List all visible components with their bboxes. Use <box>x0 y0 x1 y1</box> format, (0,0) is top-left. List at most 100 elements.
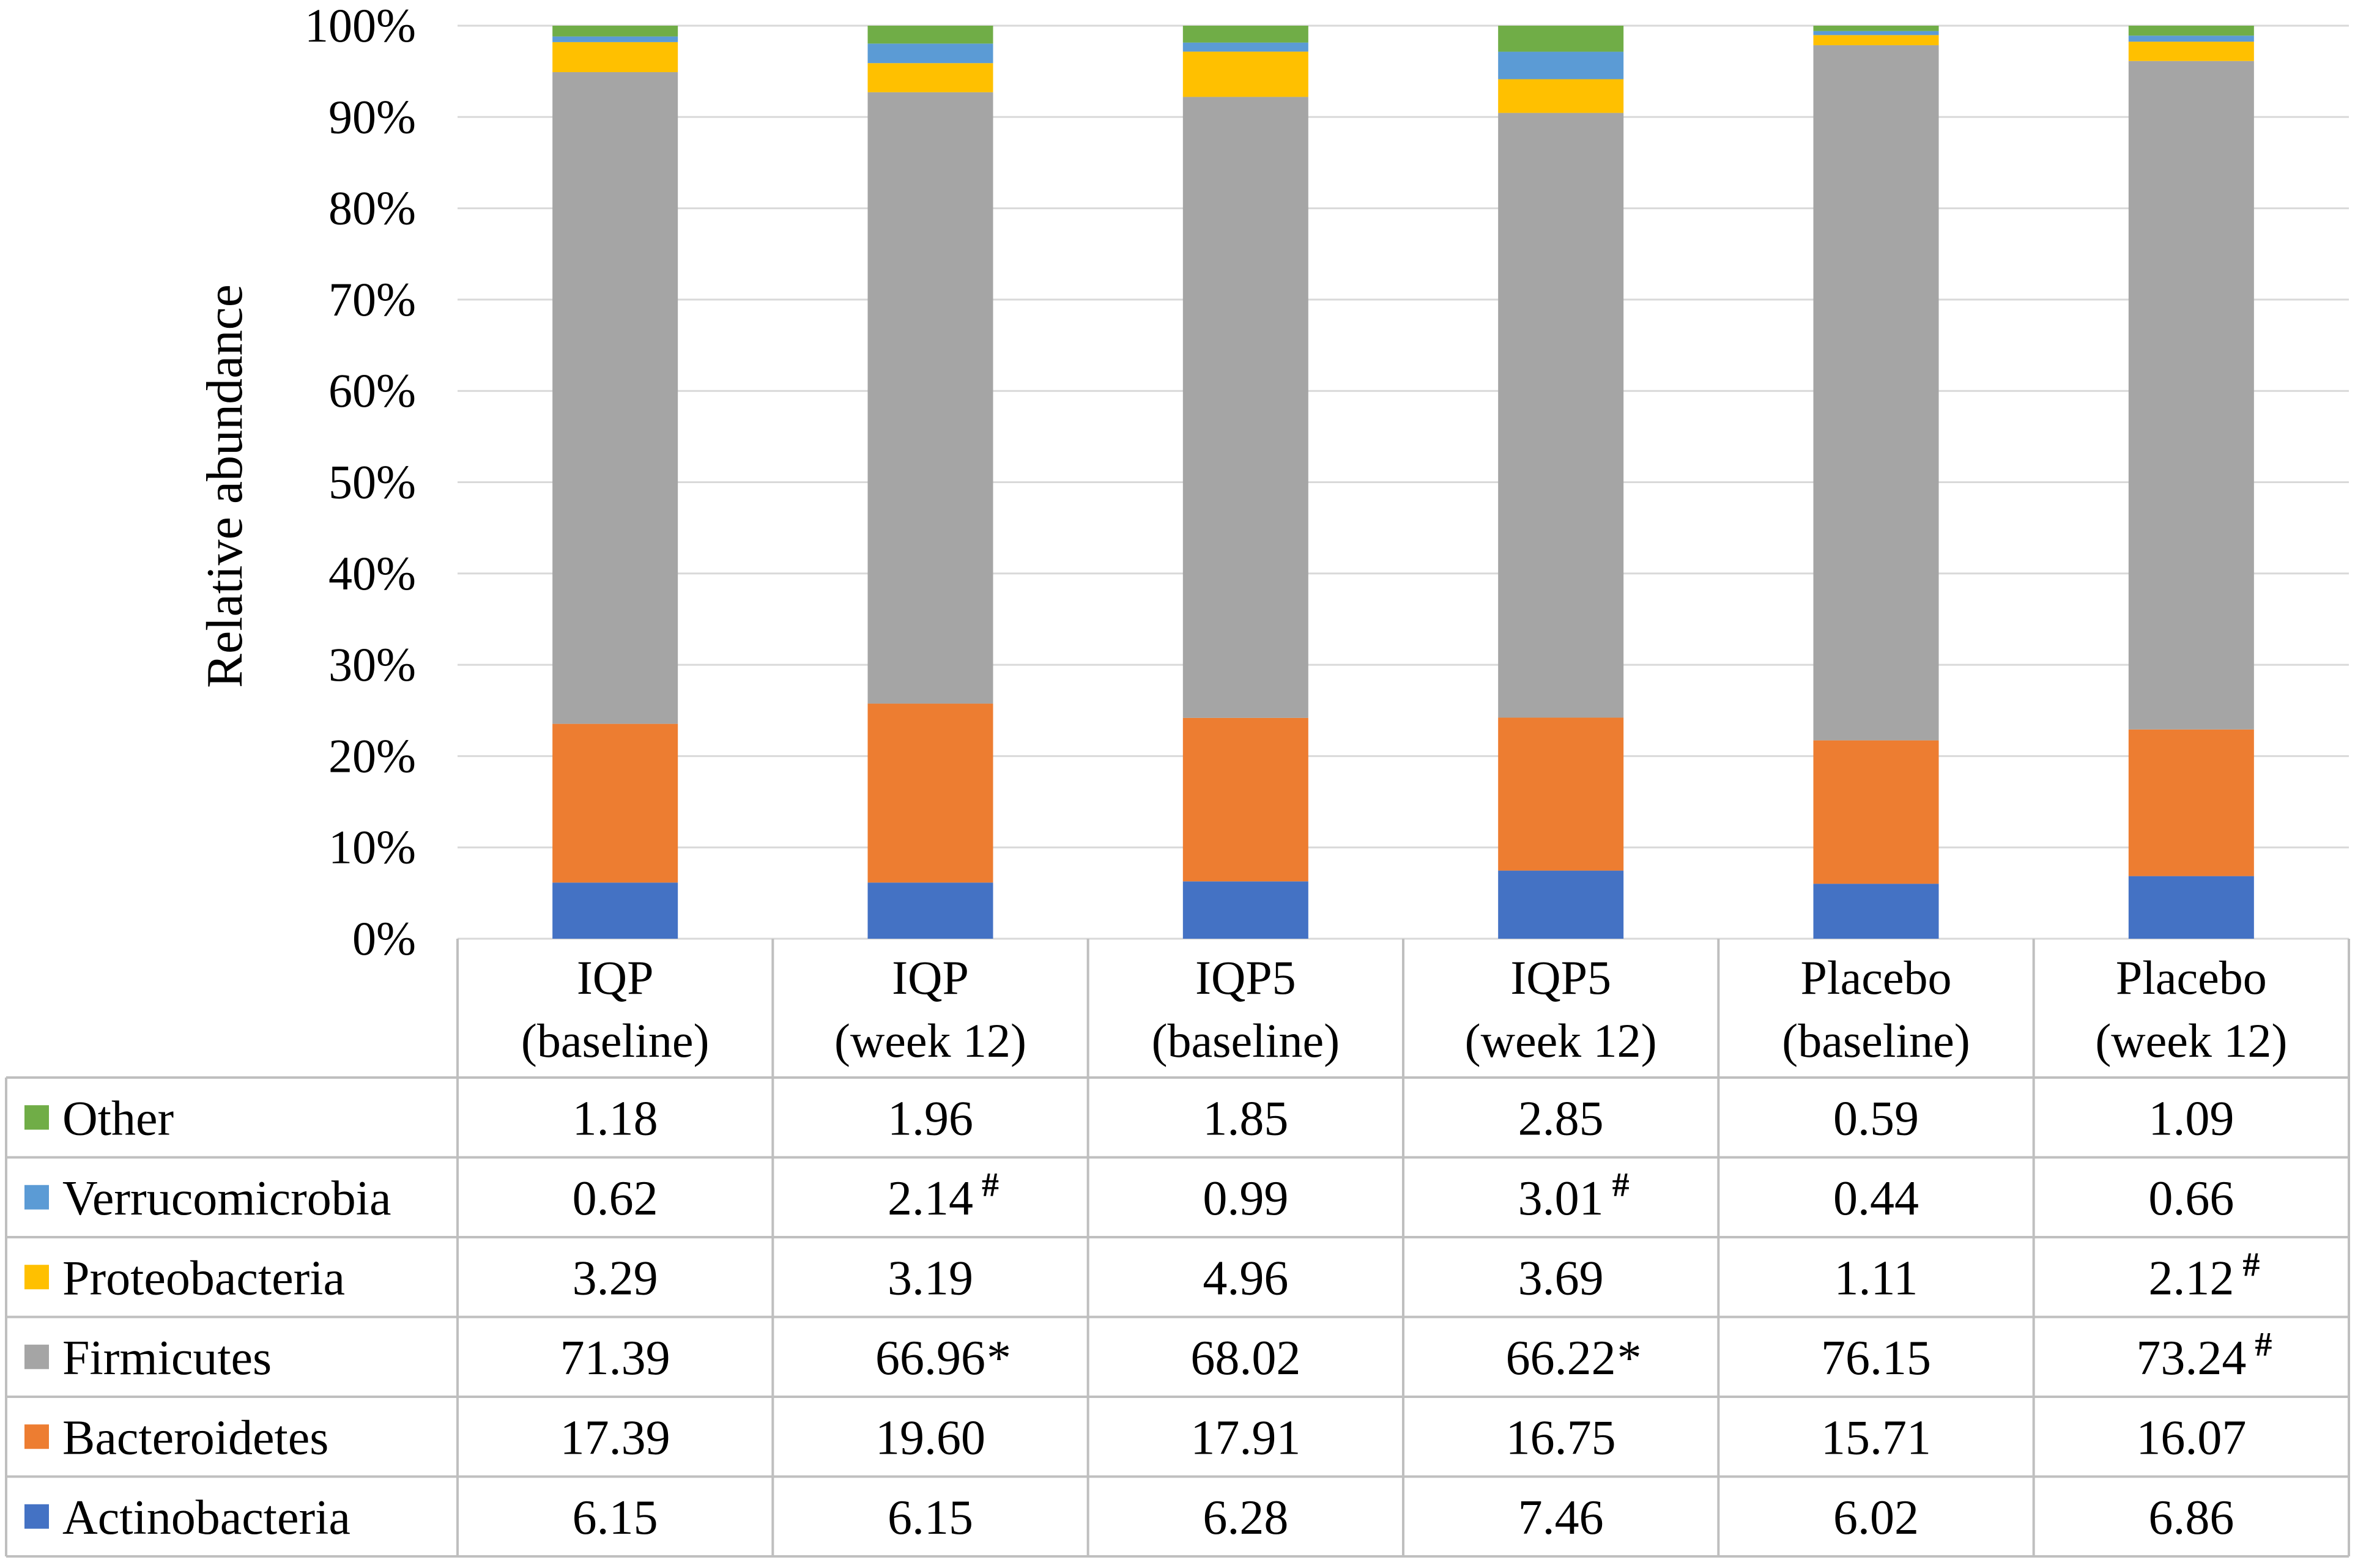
table-cell-value: 66.96 <box>875 1331 985 1385</box>
y-tick-label: 60% <box>328 364 416 417</box>
table-cell-value: 3.19 <box>888 1251 973 1305</box>
y-tick-label: 0% <box>352 912 416 965</box>
bar-segment-other <box>2128 26 2254 36</box>
table-cell-value: 0.44 <box>1833 1172 1919 1226</box>
category-sublabel: (week 12) <box>1465 1014 1657 1067</box>
bar-segment-proteobacteria <box>2128 42 2254 61</box>
y-tick-label: 100% <box>305 0 416 52</box>
table-cell-value: 7.46 <box>1518 1491 1604 1545</box>
table-cell-value: 6.86 <box>2148 1491 2234 1545</box>
table-cell-value: 6.15 <box>573 1491 658 1545</box>
legend-label: Proteobacteria <box>62 1251 345 1305</box>
bar-segment-firmicutes <box>1813 45 1939 741</box>
table-cell-value: 17.91 <box>1190 1411 1300 1465</box>
bar-segment-other <box>1182 26 1308 43</box>
table-cell-value: 1.85 <box>1203 1092 1288 1145</box>
category-label: IQP5 <box>1510 951 1611 1004</box>
category-label: Placebo <box>2116 951 2267 1004</box>
data-table: IQP (baseline) IQP (week 12) IQP5 (baseline) I… <box>5 939 2350 1558</box>
table-cell-value: 15.71 <box>1821 1411 1931 1465</box>
table-cell-value: 1.96 <box>888 1092 973 1145</box>
table-cell-value: 73.24 <box>2136 1331 2246 1385</box>
table-cell-value: 2.85 <box>1518 1092 1604 1145</box>
bar-segment-proteobacteria <box>1813 35 1939 45</box>
y-tick-label: 50% <box>328 456 416 509</box>
legend-swatch-actinobacteria <box>24 1504 49 1529</box>
y-tick-label: 10% <box>328 821 416 874</box>
significance-mark: # <box>982 1166 999 1204</box>
table-cell-value: 0.62 <box>573 1172 658 1226</box>
significance-mark: * <box>1617 1331 1642 1385</box>
table-cell-value: 6.28 <box>1203 1491 1288 1545</box>
significance-mark: # <box>2242 1246 2260 1284</box>
bar-segment-verrucomicrobia <box>1813 31 1939 35</box>
category-sublabel: (baseline) <box>1152 1014 1340 1067</box>
table-cell-value: 3.29 <box>573 1251 658 1305</box>
bar-segment-actinobacteria <box>867 882 993 939</box>
category-sublabel: (week 12) <box>834 1014 1026 1067</box>
table-cell-value: 0.66 <box>2148 1172 2234 1226</box>
bar-segment-actinobacteria <box>1498 870 1624 939</box>
bar-segment-bacteroidetes <box>1182 717 1308 882</box>
bar-segment-actinobacteria <box>552 882 678 939</box>
bar-segment-actinobacteria <box>1813 884 1939 939</box>
table-cell-value: 1.09 <box>2148 1092 2234 1145</box>
table-cell-value: 1.18 <box>573 1092 658 1145</box>
bar-segment-proteobacteria <box>1498 79 1624 113</box>
table-cell-value: 17.39 <box>560 1411 670 1465</box>
bar-segment-other <box>867 26 993 44</box>
bar-segment-bacteroidetes <box>867 703 993 883</box>
bar-segment-bacteroidetes <box>552 723 678 883</box>
legend-swatch-proteobacteria <box>24 1265 49 1290</box>
table-cell-value: 0.59 <box>1833 1092 1919 1145</box>
bar-stacks <box>552 26 2254 939</box>
y-tick-label: 80% <box>328 182 416 235</box>
bar-segment-firmicutes <box>552 72 678 724</box>
significance-mark: # <box>2255 1326 2272 1364</box>
table-cell-value: 3.01 <box>1518 1172 1604 1226</box>
table-cell-value: 0.99 <box>1203 1172 1288 1226</box>
table-cell-value: 4.96 <box>1203 1251 1288 1305</box>
category-label: IQP5 <box>1195 951 1296 1004</box>
table-cell-value: 66.22 <box>1506 1331 1616 1385</box>
y-tick-label: 40% <box>328 547 416 600</box>
category-label: Placebo <box>1801 951 1952 1004</box>
significance-mark: # <box>1612 1166 1630 1204</box>
bar-segment-firmicutes <box>1498 113 1624 718</box>
legend-label: Actinobacteria <box>62 1491 350 1545</box>
bar-segment-other <box>1498 26 1624 52</box>
y-axis-title: Relative abundance <box>196 284 253 688</box>
bar-segment-firmicutes <box>867 92 993 704</box>
table-cell-value: 2.12 <box>2148 1251 2234 1305</box>
category-sublabel: (week 12) <box>2095 1014 2287 1067</box>
table-cell-value: 16.07 <box>2136 1411 2246 1465</box>
bar-segment-bacteroidetes <box>2128 729 2254 876</box>
bar-segment-proteobacteria <box>552 42 678 72</box>
legend-swatch-verrucomicrobia <box>24 1185 49 1210</box>
legend-label: Other <box>62 1092 174 1145</box>
y-tick-label: 90% <box>328 90 416 143</box>
bar-segment-verrucomicrobia <box>1498 51 1624 80</box>
table-cell-value: 6.02 <box>1833 1491 1919 1545</box>
category-sublabel: (baseline) <box>521 1014 710 1067</box>
table-cell-value: 3.69 <box>1518 1251 1604 1305</box>
category-sublabel: (baseline) <box>1782 1014 1970 1067</box>
table-cell-value: 68.02 <box>1190 1331 1300 1385</box>
bar-segment-other <box>552 26 678 37</box>
table-cell-value: 71.39 <box>560 1331 670 1385</box>
bar-segment-proteobacteria <box>867 63 993 92</box>
bar-segment-proteobacteria <box>1182 51 1308 97</box>
table-cell-value: 1.11 <box>1834 1251 1918 1305</box>
significance-mark: * <box>987 1331 1011 1385</box>
bar-segment-verrucomicrobia <box>2128 35 2254 42</box>
category-label: IQP <box>892 951 969 1004</box>
legend-label: Firmicutes <box>62 1331 272 1385</box>
bar-segment-actinobacteria <box>1182 881 1308 939</box>
legend-swatch-other <box>24 1105 49 1130</box>
table-cell-value: 16.75 <box>1506 1411 1616 1465</box>
y-tick-label: 20% <box>328 729 416 782</box>
legend-label: Bacteroidetes <box>62 1411 328 1465</box>
bar-segment-firmicutes <box>2128 61 2254 730</box>
bar-segment-bacteroidetes <box>1498 717 1624 871</box>
